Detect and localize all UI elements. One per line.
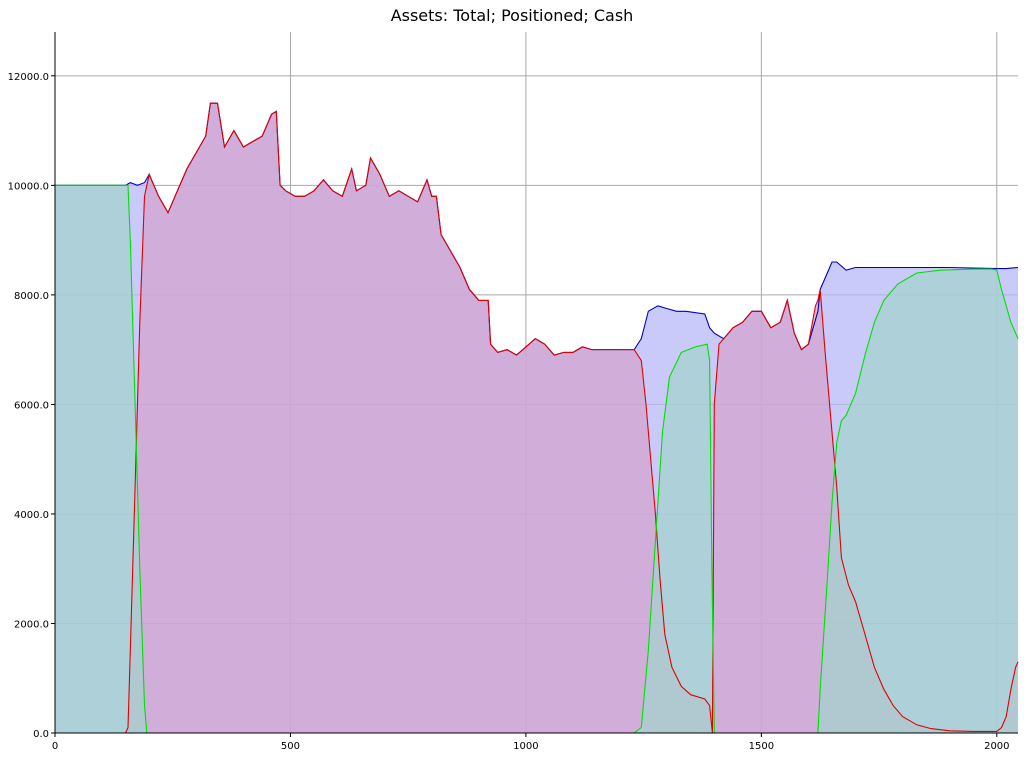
x-tick-label: 1500 — [749, 741, 774, 752]
chart-title: Assets: Total; Positioned; Cash — [390, 6, 634, 25]
y-tick-label: 6000.0 — [14, 400, 49, 411]
x-tick-label: 2000 — [984, 741, 1009, 752]
x-tick-label: 0 — [52, 741, 58, 752]
y-tick-label: 2000.0 — [14, 619, 49, 630]
y-tick-label: 4000.0 — [14, 510, 49, 521]
y-tick-label: 12000.0 — [8, 72, 49, 83]
series-1-area — [55, 103, 1018, 733]
y-tick-label: 10000.0 — [8, 181, 49, 192]
x-tick-label: 1000 — [513, 741, 538, 752]
x-tick-label: 500 — [281, 741, 300, 752]
series-2-area — [55, 185, 1018, 734]
series-1-line — [55, 102, 1019, 734]
y-tick-label: 0.0 — [33, 729, 49, 740]
y-tick-label: 8000.0 — [14, 291, 49, 302]
